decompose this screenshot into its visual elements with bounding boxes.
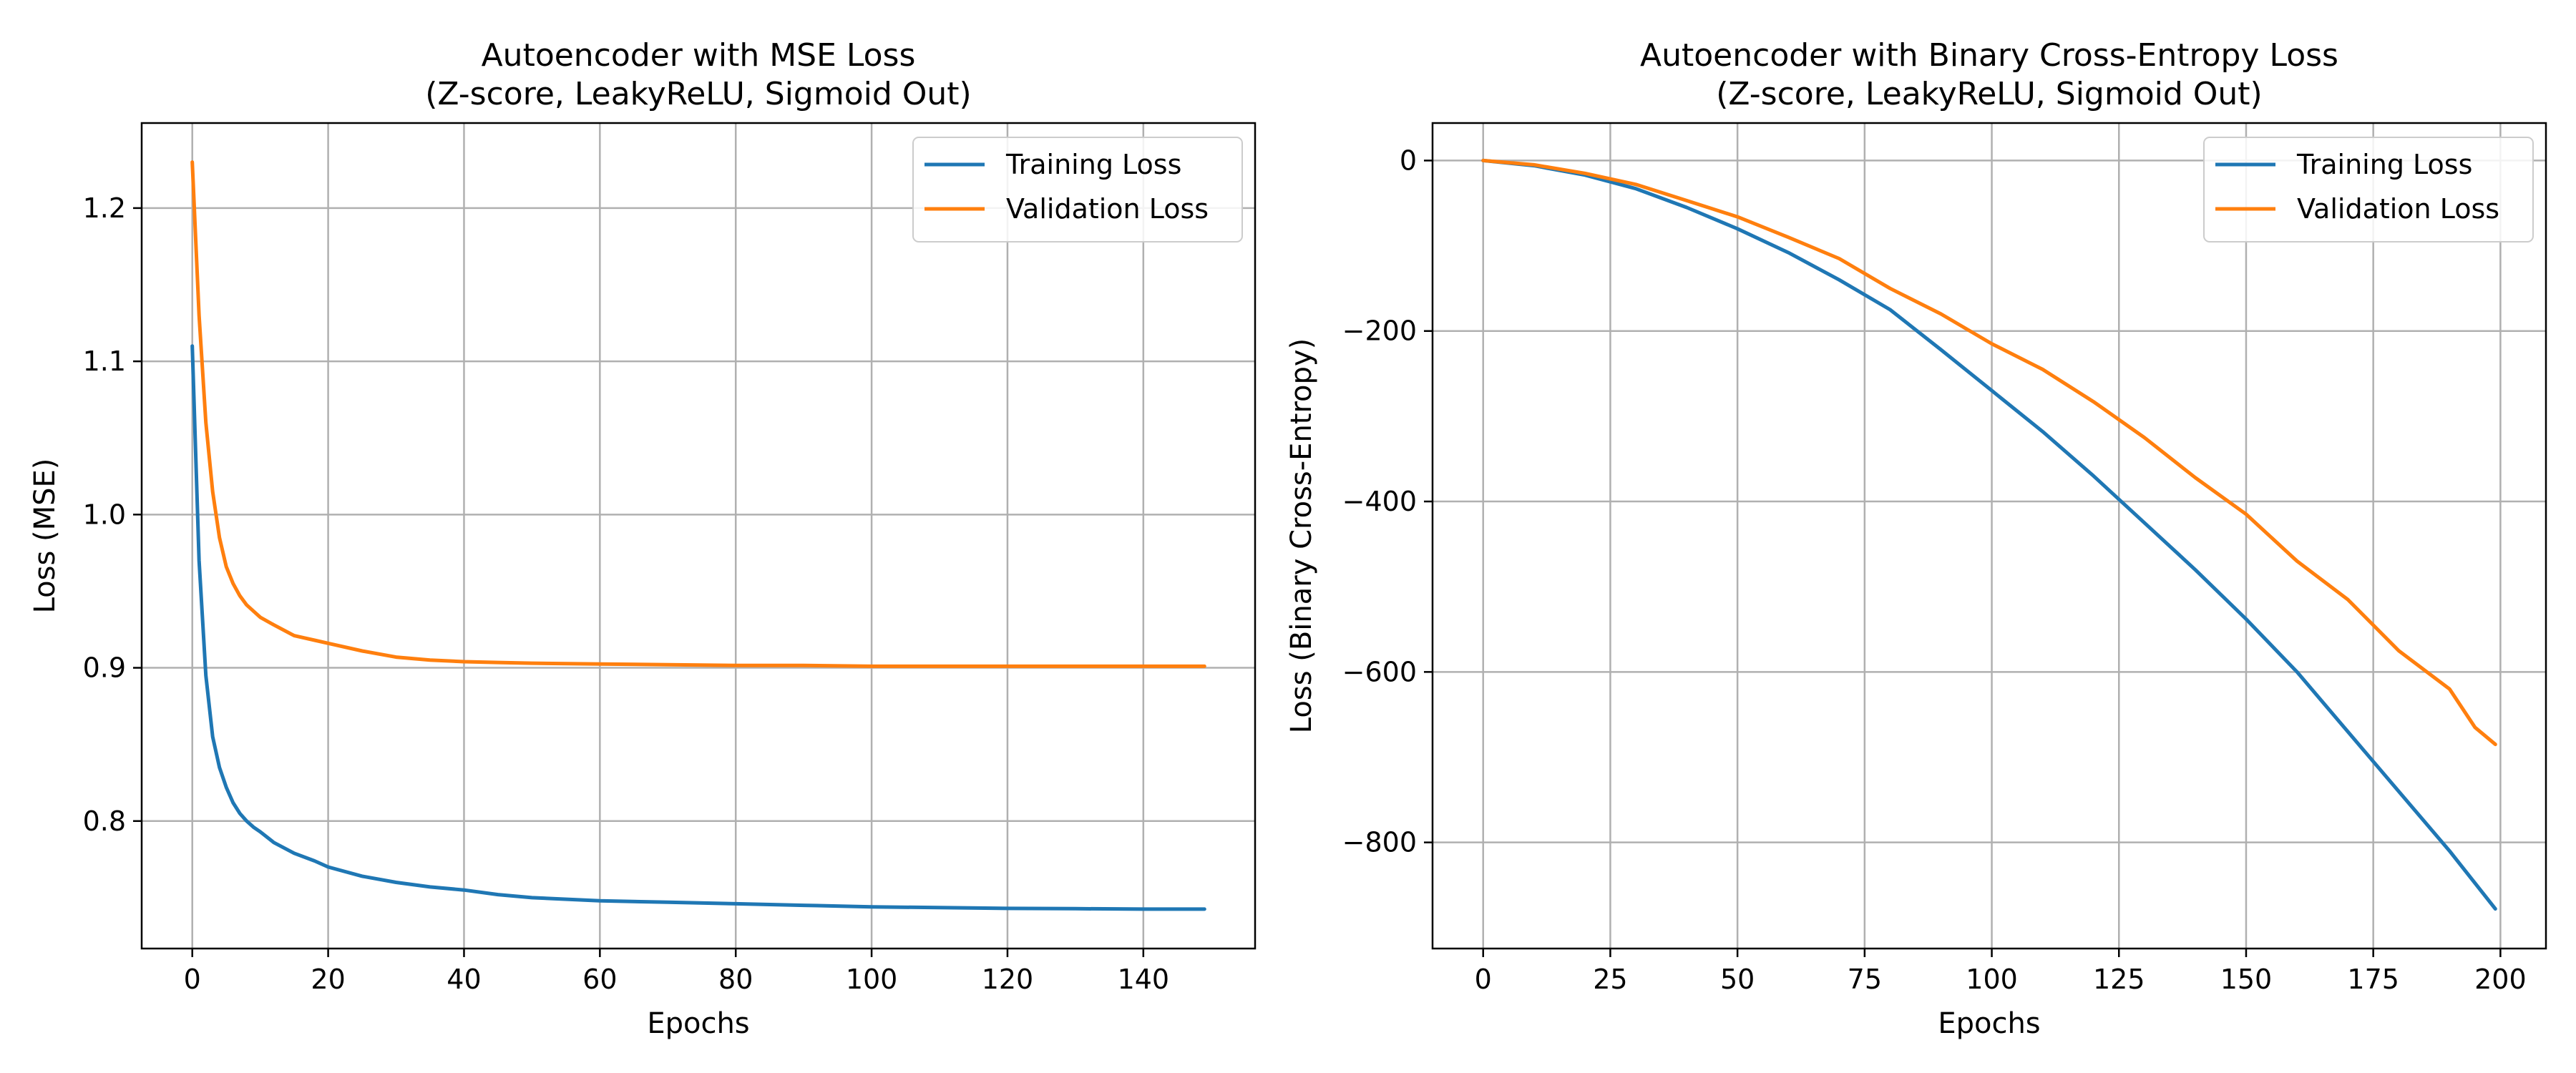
mse-x-tick-label: 80 [718, 964, 753, 995]
bce-chart-title: Autoencoder with Binary Cross-Entropy Lo… [1640, 37, 2338, 74]
mse-y-axis-label: Loss (MSE) [29, 459, 62, 614]
bce-legend-validation-label: Validation Loss [2297, 193, 2499, 225]
bce-loss-chart: 0 25 50 75 100 125 150 175 2000−200−400−600−800 … [1285, 37, 2547, 1040]
bce-legend-box [2203, 137, 2534, 242]
mse-x-tick-label: 0 [184, 964, 201, 995]
mse-x-axis-label: Epochs [647, 1007, 749, 1040]
bce-y-tick-label: −800 [1342, 827, 1417, 858]
bce-x-tick-label: 75 [1848, 964, 1882, 995]
bce-x-tick-label: 100 [1966, 964, 2018, 995]
mse-validation-loss-line [190, 160, 1206, 668]
bce-x-tick-label: 25 [1593, 964, 1627, 995]
mse-x-tick-label: 100 [846, 964, 898, 995]
mse-x-tick-label: 20 [311, 964, 345, 995]
bce-x-tick-label: 200 [2474, 964, 2527, 995]
bce-y-tick-label: −200 [1342, 315, 1417, 347]
bce-y-tick-label: −600 [1342, 656, 1417, 687]
mse-loss-chart: 0 20 40 60 80 100 120 140 0.8 0.9 1.0 1.1 1.2 Autoen… [29, 37, 1257, 1040]
mse-legend-training-label: Training Loss [1005, 149, 1181, 180]
mse-chart-subtitle: (Z-score, LeakyReLU, Sigmoid Out) [425, 76, 971, 112]
bce-x-tick-label: 175 [2347, 964, 2399, 995]
mse-y-tick-label: 0.9 [83, 652, 126, 684]
mse-y-tick-label: 1.1 [83, 346, 126, 377]
mse-x-tick-label: 120 [982, 964, 1034, 995]
mse-y-tick-label: 1.0 [83, 499, 126, 530]
mse-x-tick-label: 140 [1118, 964, 1170, 995]
mse-y-tick-label: 1.2 [83, 192, 126, 224]
bce-y-axis-label: Loss (Binary Cross-Entropy) [1285, 338, 1318, 733]
mse-legend: Training Loss Validation Loss [912, 137, 1243, 242]
mse-plot-frame [140, 122, 1257, 950]
bce-legend: Training Loss Validation Loss [2203, 137, 2534, 242]
mse-legend-box [912, 137, 1243, 242]
bce-chart-subtitle: (Z-score, LeakyReLU, Sigmoid Out) [1716, 76, 2262, 112]
bce-x-tick-label: 50 [1720, 964, 1755, 995]
mse-x-tick-label: 60 [582, 964, 617, 995]
bce-x-tick-label: 125 [2093, 964, 2145, 995]
mse-chart-title: Autoencoder with MSE Loss [482, 37, 916, 74]
mse-y-tick-label: 0.8 [83, 805, 126, 837]
mse-x-tick-label: 40 [447, 964, 481, 995]
bce-y-tick-label: −400 [1342, 486, 1417, 517]
bce-plot-frame [1431, 122, 2547, 950]
bce-x-tick-label: 0 [1475, 964, 1492, 995]
bce-y-tick-label: 0 [1400, 144, 1417, 176]
bce-legend-training-label: Training Loss [2296, 149, 2472, 180]
bce-training-loss-line [1481, 158, 2497, 911]
mse-legend-validation-label: Validation Loss [1006, 193, 1209, 225]
bce-validation-loss-line [1481, 158, 2497, 747]
bce-x-axis-label: Epochs [1938, 1007, 2040, 1040]
mse-training-loss-line [190, 344, 1206, 911]
bce-x-tick-label: 150 [2220, 964, 2273, 995]
